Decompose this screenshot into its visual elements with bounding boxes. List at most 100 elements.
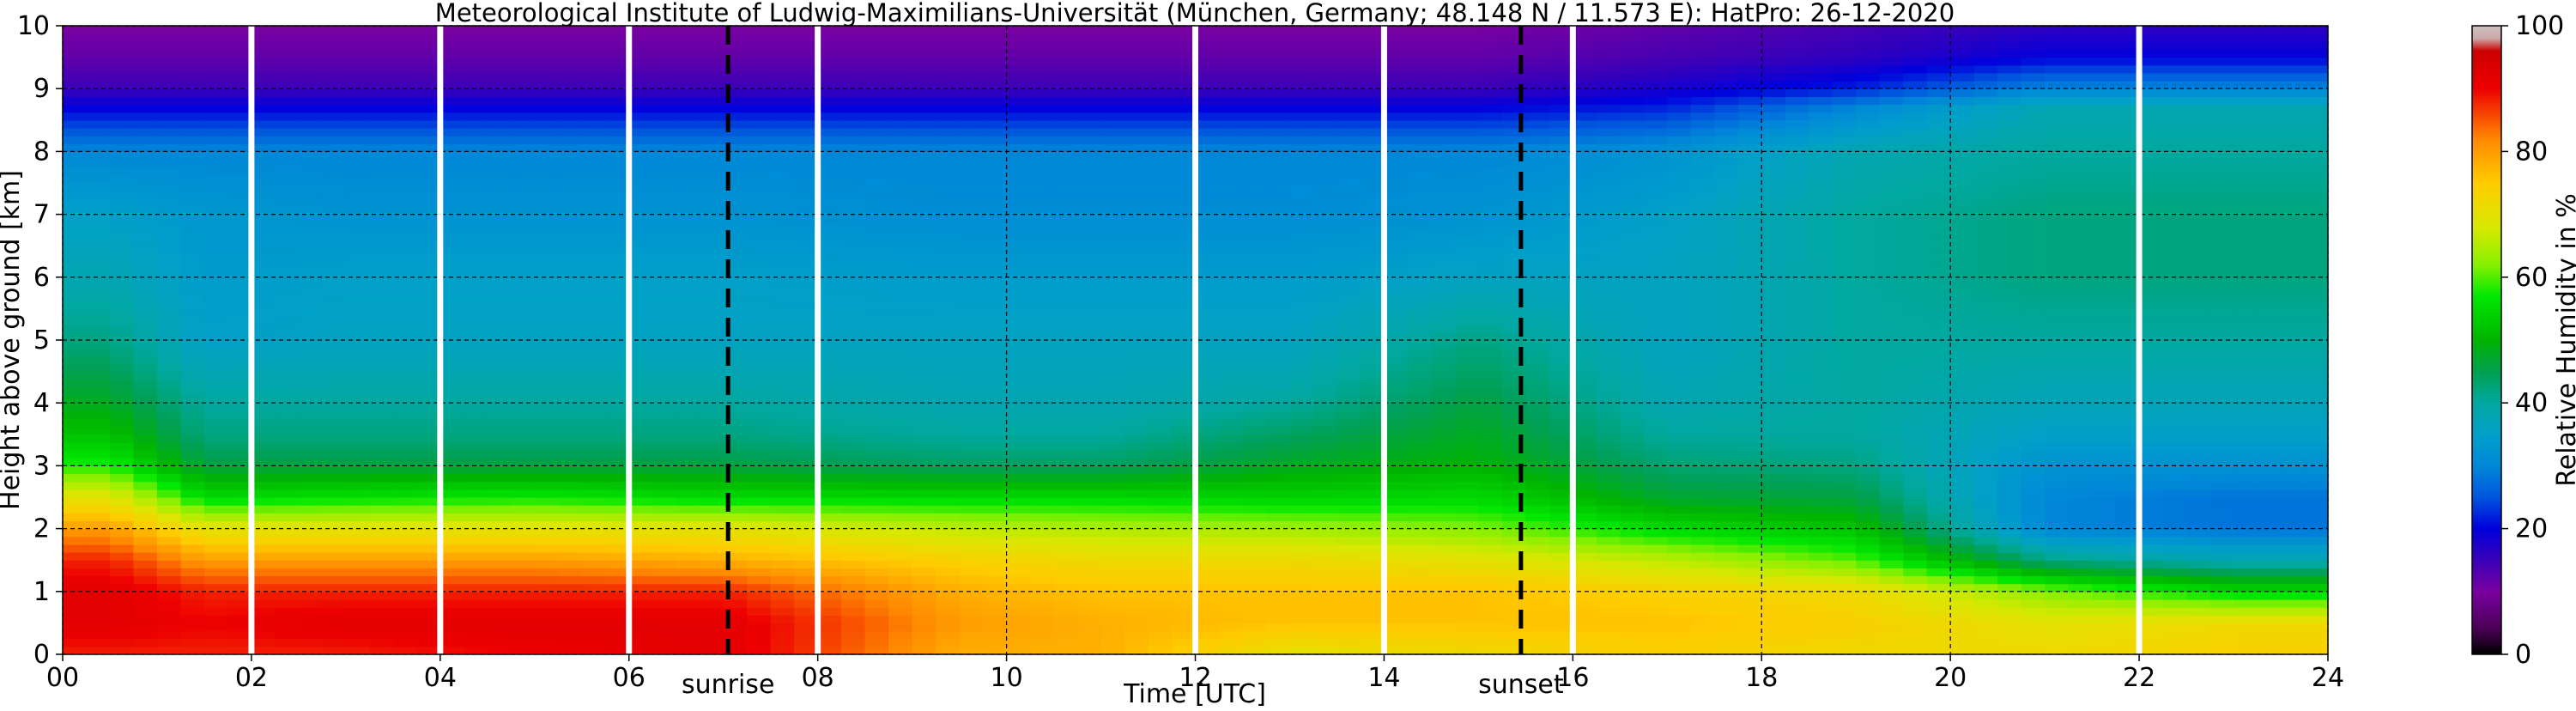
heatmap-cell [1407, 104, 1432, 113]
heatmap-cell [1478, 497, 1503, 506]
heatmap-cell [1360, 246, 1385, 254]
heatmap-cell [1478, 536, 1503, 545]
heatmap-cell [1360, 81, 1385, 89]
heatmap-cell [345, 615, 370, 623]
heatmap-cell [322, 505, 347, 514]
heatmap-cell [1384, 159, 1409, 168]
heatmap-cell [1478, 293, 1503, 301]
heatmap-cell [605, 191, 630, 199]
heatmap-cell [369, 41, 394, 51]
heatmap-cell [558, 238, 583, 246]
heatmap-cell [676, 198, 700, 208]
heatmap-cell [1100, 222, 1125, 231]
heatmap-cell [251, 276, 276, 286]
heatmap-cell [1100, 191, 1125, 199]
heatmap-cell [1030, 88, 1055, 97]
heatmap-cell [1242, 183, 1267, 191]
heatmap-cell [1053, 544, 1078, 553]
heatmap-cell [369, 324, 394, 333]
heatmap-cell [227, 489, 252, 498]
heatmap-cell [1431, 481, 1456, 490]
heatmap-cell [345, 489, 370, 498]
heatmap-cell [275, 316, 300, 325]
heatmap-cell [487, 308, 512, 318]
heatmap-cell [511, 568, 536, 577]
heatmap-cell [700, 646, 724, 654]
heatmap-cell [1218, 520, 1244, 530]
heatmap-cell [63, 623, 88, 632]
heatmap-cell [1148, 386, 1173, 396]
heatmap-cell [133, 174, 158, 184]
heatmap-cell [700, 638, 724, 647]
heatmap-cell [959, 379, 984, 388]
heatmap-cell [794, 183, 819, 191]
heatmap-cell [1006, 253, 1031, 263]
heatmap-cell [275, 229, 300, 239]
heatmap-cell [1265, 489, 1291, 498]
heatmap-cell [275, 575, 300, 585]
heatmap-cell [1384, 293, 1409, 301]
heatmap-cell [416, 568, 441, 577]
heatmap-cell [912, 560, 936, 568]
heatmap-cell [1312, 331, 1338, 341]
heatmap-cell [936, 119, 961, 129]
heatmap-cell [1077, 88, 1102, 97]
heatmap-cell [1265, 465, 1291, 475]
heatmap-cell [275, 638, 300, 647]
heatmap-cell [700, 575, 724, 585]
heatmap-cell [227, 229, 252, 239]
heatmap-cell [581, 64, 606, 74]
heatmap-cell [1384, 591, 1409, 600]
heatmap-cell [156, 528, 182, 538]
heatmap-cell [1265, 363, 1291, 373]
heatmap-cell [109, 119, 135, 129]
heatmap-cell [1336, 481, 1361, 490]
heatmap-cell [794, 159, 819, 168]
heatmap-cell [298, 395, 323, 404]
heatmap-cell [1431, 41, 1456, 51]
heatmap-cell [581, 599, 606, 608]
heatmap-cell [1525, 458, 1550, 466]
heatmap-cell [487, 386, 512, 396]
heatmap-cell [464, 222, 488, 231]
heatmap-cell [794, 544, 819, 553]
heatmap-cell [487, 246, 512, 254]
heatmap-cell [275, 41, 300, 51]
heatmap-cell [794, 489, 819, 498]
heatmap-cell [628, 57, 653, 66]
heatmap-cell [1312, 191, 1338, 199]
heatmap-cell [747, 119, 772, 129]
heatmap-cell [1525, 426, 1550, 435]
heatmap-cell [63, 386, 88, 396]
heatmap-cell [1289, 646, 1314, 654]
heatmap-cell [1100, 465, 1125, 475]
heatmap-cell [1360, 403, 1385, 411]
heatmap-cell [133, 293, 158, 301]
heatmap-cell [1431, 246, 1456, 254]
heatmap-cell [1431, 112, 1456, 121]
heatmap-cell [439, 57, 464, 66]
heatmap-cell [912, 41, 936, 51]
heatmap-cell [227, 513, 252, 522]
heatmap-cell [1124, 308, 1149, 318]
heatmap-cell [1478, 489, 1503, 498]
heatmap-cell [605, 238, 630, 246]
heatmap-cell [747, 96, 772, 106]
heatmap-cell [275, 159, 300, 168]
heatmap-cell [1360, 568, 1385, 577]
heatmap-cell [1077, 568, 1102, 577]
heatmap-cell [1312, 222, 1338, 231]
heatmap-cell [1360, 356, 1385, 365]
heatmap-cell [1172, 371, 1197, 380]
heatmap-cell [1124, 151, 1149, 161]
heatmap-cell [1289, 348, 1314, 356]
heatmap-cell [605, 276, 630, 286]
heatmap-cell [322, 520, 347, 530]
heatmap-cell [888, 81, 913, 89]
heatmap-cell [1265, 167, 1291, 176]
heatmap-cell [628, 331, 653, 341]
heatmap-cell [747, 41, 772, 51]
heatmap-cell [841, 159, 866, 168]
heatmap-cell [298, 26, 323, 34]
heatmap-cell [1077, 371, 1102, 380]
